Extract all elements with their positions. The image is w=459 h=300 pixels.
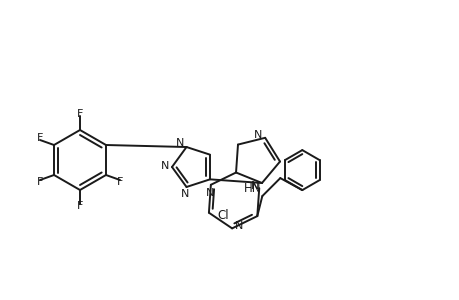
- Text: N: N: [253, 130, 262, 140]
- Text: N: N: [205, 188, 213, 198]
- Text: F: F: [117, 177, 123, 187]
- Text: N: N: [250, 181, 258, 191]
- Text: Cl: Cl: [217, 209, 228, 222]
- Text: F: F: [37, 133, 43, 143]
- Text: N: N: [161, 161, 169, 171]
- Text: N: N: [235, 221, 243, 231]
- Text: F: F: [77, 109, 83, 119]
- Text: HN: HN: [243, 182, 260, 195]
- Text: N: N: [181, 189, 189, 199]
- Text: F: F: [37, 177, 43, 187]
- Text: F: F: [77, 201, 83, 211]
- Text: N: N: [176, 138, 185, 148]
